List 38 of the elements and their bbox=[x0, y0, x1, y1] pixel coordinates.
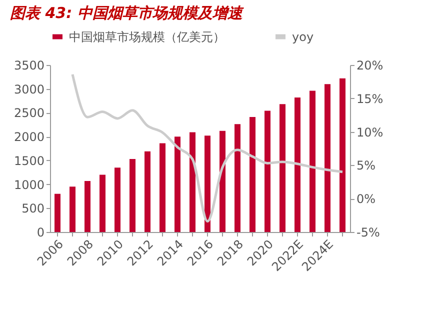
bar bbox=[324, 84, 330, 232]
bar bbox=[144, 151, 150, 232]
bar bbox=[54, 194, 60, 232]
y-tick-label: 500 bbox=[22, 202, 44, 216]
chart-title: 图表 43: 中国烟草市场规模及增速 bbox=[10, 4, 244, 22]
bar bbox=[294, 97, 300, 232]
bar bbox=[250, 117, 256, 232]
bar bbox=[70, 186, 76, 232]
y2-tick-label: 15% bbox=[356, 92, 384, 106]
bar bbox=[264, 110, 270, 232]
bar bbox=[100, 174, 106, 232]
y-tick-label: 3000 bbox=[14, 82, 44, 96]
line-series bbox=[71, 73, 344, 223]
y2-tick-label: 10% bbox=[356, 125, 384, 140]
bar bbox=[190, 132, 196, 232]
y-tick-label: 3500 bbox=[14, 58, 44, 72]
bar bbox=[340, 78, 346, 232]
bar bbox=[220, 130, 226, 232]
bar bbox=[280, 104, 286, 232]
y-tick-label: 2000 bbox=[14, 130, 44, 144]
bar bbox=[234, 124, 240, 232]
y2-tick-label: 5% bbox=[356, 158, 376, 173]
legend-label: yoy bbox=[292, 30, 314, 44]
bar bbox=[174, 136, 180, 232]
y-tick-label: 0 bbox=[36, 226, 44, 240]
y-tick-label: 1000 bbox=[14, 178, 44, 192]
y2-tick-label: -5% bbox=[356, 226, 380, 240]
bar bbox=[204, 136, 210, 232]
bar bbox=[160, 143, 166, 232]
y2-tick-label: 0% bbox=[356, 192, 376, 206]
y2-tick-label: 20% bbox=[356, 58, 384, 72]
y-tick-label: 1500 bbox=[14, 154, 44, 168]
bar bbox=[84, 180, 90, 232]
y-tick-label: 2500 bbox=[14, 106, 44, 120]
legend-label: 中国烟草市场规模（亿美元） bbox=[69, 30, 225, 44]
bar bbox=[310, 90, 316, 232]
bar bbox=[114, 168, 120, 232]
bar bbox=[130, 158, 136, 232]
